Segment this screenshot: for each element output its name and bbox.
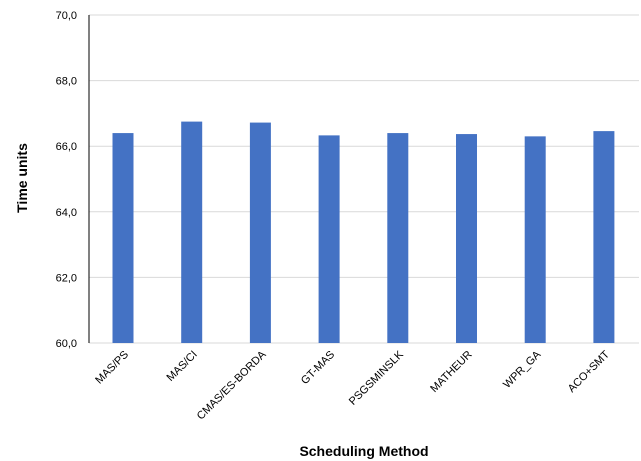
x-tick-label: GT-MAS [299,349,337,387]
x-tick-label: MATHEUR [428,349,474,395]
bar-aco-smt [593,131,615,343]
bars [112,121,615,343]
x-tick-label: CMAS/ES-BORDA [195,348,269,422]
bar-gt-mas [318,135,340,343]
y-tick-label: 68,0 [56,76,77,88]
y-tick-labels: 60,0 62,0 64,0 66,0 68,0 70,0 [56,10,77,350]
bar-mas-ci [181,121,203,343]
y-axis-title: Time units [14,143,30,213]
y-tick-label: 66,0 [56,141,77,153]
y-tick-label: 62,0 [56,272,77,284]
bar-wpr-ga [524,136,546,343]
y-tick-label: 60,0 [56,338,77,350]
bar-mas-ps [112,133,134,343]
bar-psgsminslk [387,133,409,343]
y-tick-label: 64,0 [56,207,77,219]
gridlines [89,14,639,344]
bar-cmas-es-borda [249,122,271,343]
x-tick-label: PSGSMINSLK [347,348,407,408]
x-tick-label: MAS/CI [165,349,200,384]
x-tick-label: ACO+SMT [566,348,612,394]
x-tick-label: WPR_GA [501,348,544,391]
x-axis-title: Scheduling Method [299,443,428,459]
y-tick-label: 70,0 [56,10,77,22]
x-tick-label: MAS/PS [93,349,131,387]
bar-matheur [456,134,477,343]
